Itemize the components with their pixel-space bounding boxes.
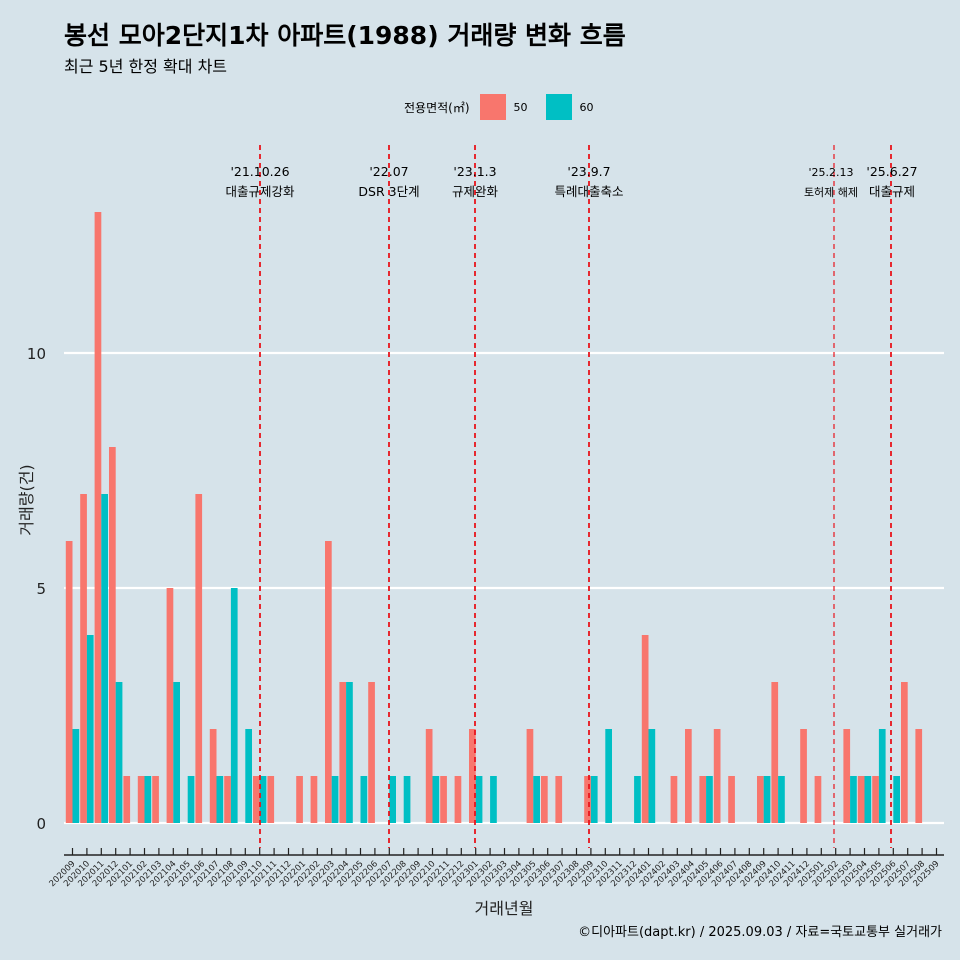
- event-text-label: 대출규제강화: [225, 184, 295, 199]
- bar-60-202301: [475, 776, 483, 823]
- bar-50-202101: [123, 776, 131, 823]
- bar-50-202010: [80, 494, 87, 823]
- event-date-label: '25.6.27: [866, 164, 917, 179]
- bar-50-202206: [368, 682, 375, 823]
- bar-50-202306: [541, 776, 548, 823]
- bar-60-202104: [173, 682, 180, 823]
- bar-50-202309: [584, 776, 591, 823]
- bar-50-202103: [152, 776, 159, 823]
- bar-60-202302: [490, 776, 497, 823]
- bar-60-202108: [230, 588, 238, 823]
- event-date-label: '22.07: [369, 164, 408, 179]
- bar-60-202102: [144, 776, 152, 823]
- bar-50-202401: [641, 635, 649, 823]
- bar-60-202310: [605, 729, 612, 823]
- chart-title: 봉선 모아2단지1차 아파트(1988) 거래량 변화 흐름: [64, 21, 626, 50]
- bar-50-202412: [800, 729, 807, 823]
- bar-50-202106: [195, 494, 203, 823]
- bar-50-202102: [137, 776, 145, 823]
- bar-50-202012: [109, 447, 116, 823]
- y-tick-label: 5: [36, 580, 46, 598]
- bar-50-202407: [728, 776, 735, 823]
- event-text-label: 토허제 해제: [804, 185, 858, 199]
- y-tick-label: 0: [36, 815, 46, 833]
- source-caption: ©디아파트(dapt.kr) / 2025.09.03 / 자료=국토교통부 실…: [578, 925, 942, 940]
- legend: 전용면적(㎡) 50 60: [404, 93, 612, 121]
- bar-50-202501: [814, 776, 822, 823]
- bar-60-202107: [216, 776, 224, 823]
- bar-50-202204: [339, 682, 347, 823]
- bar-50-202210: [425, 729, 433, 823]
- bar-50-202111: [267, 776, 275, 823]
- bar-50-202108: [224, 776, 231, 823]
- bar-60-202506: [893, 776, 900, 823]
- bar-60-202105: [187, 776, 195, 823]
- bar-50-202212: [454, 776, 462, 823]
- legend-key-50: [479, 94, 506, 120]
- bar-50-202406: [713, 729, 721, 823]
- bar-60-202205: [360, 776, 368, 823]
- event-text-label: 규제완화: [452, 184, 499, 199]
- bar-50-202104: [166, 588, 174, 823]
- legend-title: 전용면적(㎡): [404, 100, 470, 115]
- bar-50-202505: [872, 776, 879, 823]
- bar-60-202401: [648, 729, 656, 823]
- bar-60-202410: [778, 776, 785, 823]
- bar-50-202504: [857, 776, 865, 823]
- bar-50-202404: [685, 729, 692, 823]
- bar-50-202202: [310, 776, 318, 823]
- bar-50-202201: [296, 776, 303, 823]
- bar-50-202410: [771, 682, 779, 823]
- bar-60-202207: [389, 776, 396, 823]
- bar-60-202204: [346, 682, 353, 823]
- bar-50-202107: [209, 729, 217, 823]
- chart-subtitle: 최근 5년 한정 확대 차트: [64, 57, 228, 76]
- bar-60-202309: [590, 776, 598, 823]
- bar-50-202011: [94, 212, 102, 823]
- legend-label-60: 60: [579, 100, 594, 114]
- y-axis-title: 거래량(건): [17, 464, 36, 535]
- y-tick-label: 10: [27, 345, 46, 363]
- event-date-label: '23.1.3: [453, 164, 496, 179]
- bar-50-202203: [325, 541, 332, 823]
- legend-label-50: 50: [513, 100, 528, 114]
- bar-60-202009: [72, 729, 80, 823]
- event-date-label: '25.2.13: [808, 166, 853, 179]
- bar-50-202508: [915, 729, 923, 823]
- event-date-label: '23.9.7: [567, 164, 610, 179]
- legend-key-60: [545, 94, 572, 120]
- event-date-label: '21.10.26: [230, 164, 289, 179]
- bar-60-202405: [706, 776, 713, 823]
- bar-60-202010: [86, 635, 94, 823]
- bar-50-202211: [440, 776, 447, 823]
- bar-60-202110: [259, 776, 267, 823]
- bar-60-202305: [533, 776, 540, 823]
- bar-60-202109: [245, 729, 252, 823]
- bar-60-202505: [878, 729, 886, 823]
- bar-50-202110: [253, 776, 260, 823]
- bar-50-202301: [469, 729, 476, 823]
- bar-50-202305: [526, 729, 534, 823]
- bar-50-202405: [699, 776, 707, 823]
- bar-50-202403: [670, 776, 678, 823]
- bar-50-202409: [757, 776, 764, 823]
- bar-60-202203: [331, 776, 339, 823]
- event-text-label: DSR 3단계: [358, 184, 419, 199]
- bar-60-202210: [432, 776, 440, 823]
- bar-60-202312: [634, 776, 641, 823]
- x-axis-title: 거래년월: [475, 899, 534, 918]
- bar-60-202011: [101, 494, 108, 823]
- bar-60-202409: [763, 776, 771, 823]
- bar-60-202208: [403, 776, 411, 823]
- bar-50-202507: [901, 682, 908, 823]
- event-text-label: 대출규제: [869, 184, 915, 199]
- bar-60-202012: [115, 682, 123, 823]
- bar-50-202307: [555, 776, 563, 823]
- bar-60-202503: [850, 776, 857, 823]
- bar-60-202504: [864, 776, 872, 823]
- bar-50-202009: [65, 541, 73, 823]
- event-text-label: 특례대출축소: [554, 184, 623, 199]
- bar-50-202503: [843, 729, 851, 823]
